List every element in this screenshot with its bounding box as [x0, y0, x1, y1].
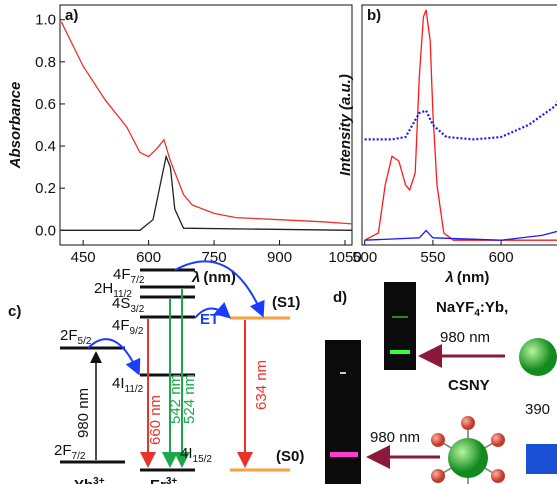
term: 2F: [60, 327, 78, 344]
transition-label: 524 nm: [181, 374, 198, 424]
ion-label: Er3+: [150, 476, 177, 484]
photo-band: [392, 316, 408, 318]
series-line: [61, 157, 352, 231]
y-tick-label: 0.2: [35, 180, 56, 197]
y-tick-label: 1.0: [35, 12, 56, 29]
term-sub: 7/2: [72, 451, 86, 462]
term: 4I: [180, 445, 193, 462]
x-axis-symbol: λ: [445, 269, 454, 286]
panel-label: a): [65, 7, 78, 24]
transition-label: 980 nm: [75, 388, 92, 438]
state-label: (S1): [272, 294, 300, 311]
series-line: [365, 228, 557, 240]
excitation-label: 980 nm: [440, 329, 490, 346]
x-axis-symbol: λ: [191, 269, 200, 286]
photo-band: [340, 372, 346, 374]
x-axis-unit: (nm): [457, 269, 490, 286]
x-tick-label: 450: [71, 249, 96, 266]
ion-sup: 3+: [93, 476, 105, 484]
particle: [431, 433, 445, 447]
term: 2F: [54, 442, 72, 459]
term-sub: 7/2: [131, 275, 145, 286]
block: [526, 444, 557, 474]
term: 2H: [94, 280, 113, 297]
ion-sup: 3+: [166, 476, 178, 484]
series-line: [365, 77, 557, 139]
term: 4I: [112, 375, 125, 392]
level-label: 2F7/2: [54, 442, 86, 462]
term-sub: 11/2: [125, 384, 144, 395]
x-axis-label: λ(nm): [191, 269, 236, 286]
ion: Er: [150, 477, 166, 484]
level-label: 2F5/2: [60, 327, 92, 347]
photo: [325, 340, 361, 484]
particle: [491, 433, 505, 447]
panel-d: d) NaYF4:Yb, 980 nm CSNY 390 980 nm: [325, 282, 557, 484]
x-axis-unit: (nm): [203, 269, 236, 286]
series-line: [61, 22, 352, 224]
material-label: NaYF4:Yb,: [436, 299, 508, 319]
x-tick-label: 550: [420, 249, 445, 266]
transition-label: 660 nm: [147, 395, 164, 445]
photo-band: [330, 452, 358, 457]
level-label: 4I11/2: [112, 375, 144, 395]
excitation-label: 980 nm: [370, 429, 420, 446]
panel-label: b): [367, 7, 381, 24]
x-tick-label: 600: [136, 249, 161, 266]
y-axis-label: Absorbance: [7, 82, 24, 170]
particle: [519, 338, 557, 376]
y-tick-label: 0.8: [35, 54, 56, 71]
material-rest: :Yb,: [480, 299, 508, 316]
photo: [384, 282, 416, 370]
ion: Yb: [74, 477, 93, 484]
state-label: (S0): [276, 448, 304, 465]
term: 4S: [112, 295, 130, 312]
diagram-labels: 2H11/2 4F7/2 4S3/2 4F9/2 4I11/2 4I15/2 2…: [54, 266, 304, 484]
series-line: [365, 10, 557, 240]
panel-label: c): [8, 303, 21, 320]
transition-label: 634 nm: [253, 360, 270, 410]
particle: [431, 469, 445, 483]
panel-label: d): [333, 289, 347, 306]
level-label: 4I15/2: [180, 445, 212, 465]
x-axis-label: λ(nm): [445, 269, 490, 286]
y-tick-label: 0.6: [35, 96, 56, 113]
particle: [448, 438, 488, 478]
term: 4F: [112, 317, 130, 334]
plot-frame: [362, 5, 557, 245]
term-sub: 9/2: [130, 326, 144, 337]
term-sub: 3/2: [130, 304, 144, 315]
number-label: 390: [525, 401, 550, 418]
ion-label: Yb3+: [74, 476, 105, 484]
x-tick-label: 900: [267, 249, 292, 266]
particle: [491, 469, 505, 483]
particle: [461, 416, 475, 430]
figure: 45060075090010500.00.20.40.60.81.0λ(nm)A…: [0, 0, 557, 484]
shell-label: CSNY: [448, 377, 490, 394]
level-label: 4F9/2: [112, 317, 144, 337]
term-sub: 15/2: [193, 454, 213, 465]
material: NaYF: [436, 299, 474, 316]
term: 4F: [113, 266, 131, 283]
x-tick-label: 500: [352, 249, 377, 266]
et-label: ET: [200, 311, 219, 328]
x-tick-label: 750: [202, 249, 227, 266]
level-label: 4S3/2: [112, 295, 145, 315]
y-axis-label: Intensity (a.u.): [337, 74, 354, 176]
y-tick-label: 0.4: [35, 138, 56, 155]
photo-band: [390, 350, 410, 354]
term-sub: 5/2: [78, 336, 92, 347]
x-tick-label: 600: [489, 249, 514, 266]
y-tick-label: 0.0: [35, 222, 56, 239]
plot-frame: [60, 5, 352, 245]
